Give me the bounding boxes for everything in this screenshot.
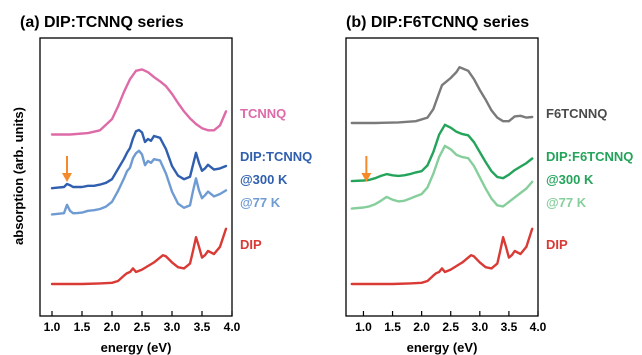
label-f6tcnnq: F6TCNNQ [546,106,607,121]
panel-a: (a) DIP:TCNNQ series 1.0 1.5 2.0 2.5 3.0 3.5 4… [20,14,312,355]
panel-b-arrow [361,156,372,182]
panel-a-series-dip [50,227,228,286]
panel-a-x-tick-label: 4.0 [224,320,241,334]
panel-a-x-tick-label: 1.5 [74,320,91,334]
panel-b-series--77-k [350,144,534,210]
arrow-head [62,173,72,182]
label-a-77k: @77 K [240,195,281,210]
panel-a-plot-frame [39,37,233,317]
label-b-dip: DIP [546,237,568,252]
panel-b-x-tick-label: 2.0 [413,320,430,334]
panel-b-x-ticks: 1.0 1.5 2.0 2.5 3.0 3.5 4.0 [355,311,547,334]
label-tcnnq: TCNNQ [240,106,286,121]
panel-b-traces [350,66,534,286]
panel-a-series-dip-tcnnq [50,128,228,190]
panel-b-x-tick-label: 1.5 [384,320,401,334]
label-a-300k: @300 K [240,172,288,187]
panel-b-series-dip [350,227,534,286]
label-dip-tcnnq: DIP:TCNNQ [240,149,312,164]
panel-a-title: (a) DIP:TCNNQ series [20,14,184,31]
panel-b-series-f6tcnnq [350,66,534,125]
panel-a-series--77-k [50,149,228,216]
panel-a-x-axis-label: energy (eV) [101,340,172,355]
panel-b-series-dip-f6tcnnq [350,123,534,183]
label-b-300k: @300 K [546,172,594,187]
panel-a-x-tick-label: 3.0 [164,320,181,334]
panel-a-x-tick-label: 2.5 [134,320,151,334]
panel-b-x-tick-label: 2.5 [442,320,459,334]
panel-b-x-tick-label: 3.0 [471,320,488,334]
label-dip-f6tcnnq: DIP:F6TCNNQ [546,149,633,164]
panel-b-title: (b) DIP:F6TCNNQ series [346,14,529,31]
panel-a-x-tick-label: 2.0 [104,320,121,334]
panel-a-x-ticks: 1.0 1.5 2.0 2.5 3.0 3.5 4.0 [44,311,241,334]
arrow-head [361,173,372,182]
panel-b-x-tick-label: 4.0 [530,320,547,334]
panel-b: (b) DIP:F6TCNNQ series 1.0 1.5 2.0 2.5 3.0 3.… [345,14,633,355]
label-b-77k: @77 K [546,195,587,210]
y-axis-label: absorption (arb. units) [11,107,26,245]
panel-b-x-axis-label: energy (eV) [407,340,478,355]
panel-a-x-tick-label: 3.5 [194,320,211,334]
label-a-dip: DIP [240,237,262,252]
panel-b-plot-frame [345,37,539,317]
panel-b-x-tick-label: 3.5 [501,320,518,334]
panel-b-x-tick-label: 1.0 [355,320,372,334]
panel-a-arrow [62,156,72,182]
panel-a-x-tick-label: 1.0 [44,320,61,334]
panel-a-traces [50,68,228,286]
panel-a-series-tcnnq [50,68,228,136]
